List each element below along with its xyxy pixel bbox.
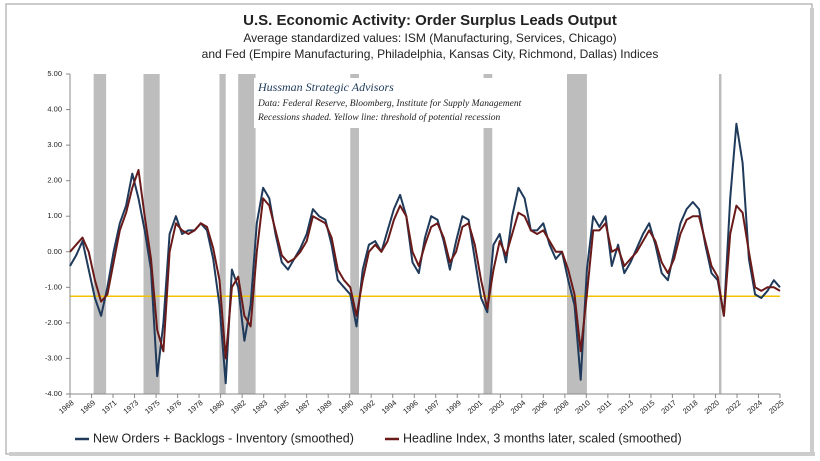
frame-shadow xyxy=(810,8,814,456)
legend-label: Headline Index, 3 months later, scaled (… xyxy=(403,431,682,445)
legend-label: New Orders + Backlogs - Inventory (smoot… xyxy=(93,431,354,445)
annotation: Recessions shaded. Yellow line: threshol… xyxy=(257,112,500,123)
y-tick-label: 1.00 xyxy=(47,211,62,220)
y-tick-label: -2.00 xyxy=(45,318,62,327)
y-tick-label: 4.00 xyxy=(47,105,62,114)
frame-shadow xyxy=(9,452,815,456)
recession-band xyxy=(718,74,722,394)
y-tick-label: -3.00 xyxy=(45,353,62,362)
recession-band xyxy=(219,74,226,394)
y-tick-label: -1.00 xyxy=(45,282,62,291)
annotation-box xyxy=(254,78,554,128)
recession-band xyxy=(567,74,587,394)
annotation: Hussman Strategic Advisors xyxy=(257,80,394,94)
chart-subtitle: and Fed (Empire Manufacturing, Philadelp… xyxy=(202,47,659,61)
y-tick-label: -4.00 xyxy=(45,389,62,398)
recession-band xyxy=(350,74,359,394)
chart-title: U.S. Economic Activity: Order Surplus Le… xyxy=(243,12,617,29)
y-tick-label: 0.00 xyxy=(47,247,62,256)
y-tick-label: 5.00 xyxy=(47,69,62,78)
recession-band xyxy=(93,74,107,394)
recession-band xyxy=(483,74,493,394)
y-tick-label: 3.00 xyxy=(47,140,62,149)
chart-subtitle: Average standardized values: ISM (Manufa… xyxy=(243,31,616,45)
recession-band xyxy=(238,74,256,394)
series-line xyxy=(69,122,781,385)
y-tick-label: 2.00 xyxy=(47,176,62,185)
annotation: Data: Federal Reserve, Bloomberg, Instit… xyxy=(257,98,522,109)
series-line xyxy=(69,169,781,360)
